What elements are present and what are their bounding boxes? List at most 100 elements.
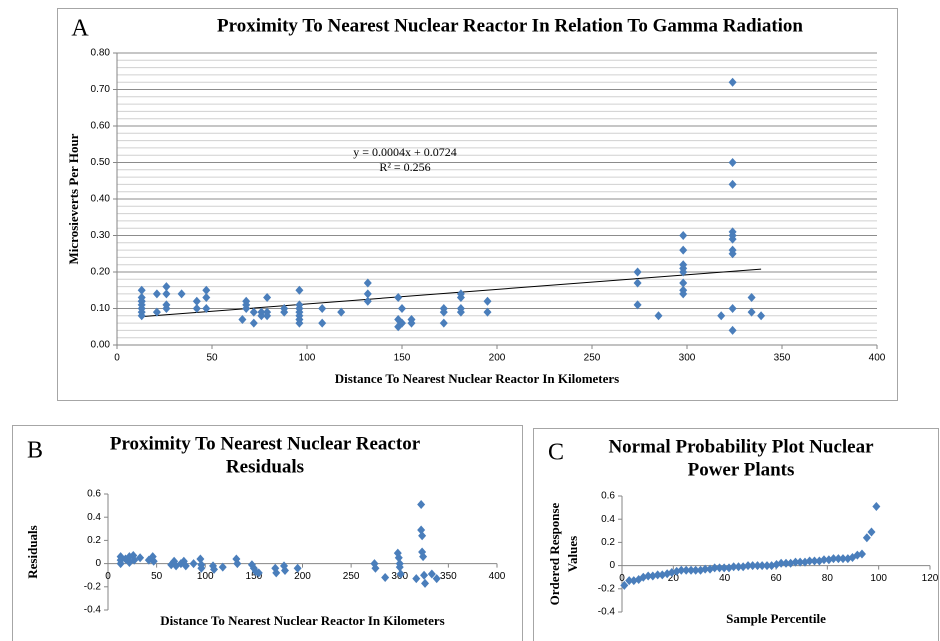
y-tick-label: 0.6	[601, 491, 615, 502]
point	[398, 318, 406, 328]
point	[758, 561, 767, 571]
x-tick-label: 200	[489, 353, 506, 364]
point	[728, 158, 737, 167]
x-tick-label: 120	[922, 573, 939, 584]
x-tick-label: 0	[114, 353, 120, 364]
point	[456, 293, 465, 303]
point	[421, 578, 430, 588]
point	[679, 231, 688, 240]
point	[162, 304, 171, 313]
point	[747, 293, 756, 303]
y-tick-label: 0.4	[601, 514, 615, 525]
point	[280, 307, 289, 317]
point	[407, 318, 416, 328]
point	[181, 561, 190, 571]
panel-border	[12, 425, 523, 641]
point	[728, 234, 737, 244]
point	[254, 568, 263, 578]
y-tick-label: 0.20	[91, 267, 111, 278]
point	[363, 296, 372, 306]
point	[280, 566, 289, 576]
x-tick-label: 60	[770, 573, 782, 584]
point	[728, 179, 737, 189]
chart-title: Power Plants	[688, 459, 795, 480]
panel: B Proximity To Nearest Nuclear ReactorRes…	[12, 425, 523, 641]
y-axis-label: Ordered Response	[547, 502, 562, 605]
point	[417, 499, 426, 509]
x-tick-label: 40	[719, 573, 731, 584]
point	[763, 561, 772, 571]
point	[263, 293, 272, 303]
point	[202, 285, 211, 295]
point	[394, 553, 403, 563]
point	[162, 289, 171, 299]
x-tick-label: 50	[206, 353, 218, 364]
point	[396, 569, 405, 579]
panel: A Proximity To Nearest Nuclear Reactor In…	[57, 8, 898, 401]
point	[625, 576, 634, 586]
point	[318, 318, 327, 328]
point	[729, 562, 738, 572]
point	[834, 554, 843, 564]
point	[152, 289, 161, 299]
y-tick-label: -0.4	[84, 605, 102, 616]
point	[439, 318, 448, 328]
y-tick-label: -0.2	[598, 583, 616, 594]
point	[633, 300, 642, 310]
point	[363, 289, 372, 299]
y-tick-label: 0.40	[91, 194, 111, 205]
point	[682, 565, 691, 575]
point	[728, 304, 737, 313]
point	[857, 549, 866, 559]
y-axis-label: Microsieverts Per Hour	[66, 133, 81, 264]
point	[149, 556, 158, 566]
point	[791, 557, 800, 567]
point	[295, 285, 304, 295]
point	[687, 565, 696, 575]
point	[242, 304, 251, 313]
y-tick-label: 0.50	[91, 157, 111, 168]
point	[633, 278, 642, 288]
x-tick-label: 100	[299, 353, 316, 364]
y-tick-label: 0.30	[91, 230, 111, 241]
point	[679, 245, 688, 255]
x-tick-label: 150	[394, 353, 411, 364]
point	[202, 304, 211, 313]
chart-title: Proximity To Nearest Nuclear Reactor	[110, 433, 421, 454]
point	[257, 311, 266, 321]
annotation: y = 0.0004x + 0.0724	[353, 145, 457, 159]
point	[867, 527, 876, 537]
point	[189, 559, 198, 569]
y-tick-label: 0	[609, 560, 615, 571]
point	[728, 77, 737, 87]
point	[757, 311, 766, 321]
y-tick-label: 0.2	[601, 537, 615, 548]
x-axis-label: Sample Percentile	[726, 611, 826, 626]
point	[677, 565, 686, 575]
point	[381, 573, 390, 583]
point	[137, 296, 146, 306]
point	[210, 564, 219, 574]
panel-label: A	[71, 16, 89, 42]
x-tick-label: 0	[619, 573, 625, 584]
y-tick-label: -0.2	[84, 581, 102, 592]
y-tick-label: 0.60	[91, 121, 111, 132]
point	[420, 570, 429, 580]
point	[432, 574, 441, 584]
point	[456, 307, 465, 317]
point	[427, 569, 436, 579]
point	[701, 564, 710, 574]
point	[653, 570, 662, 580]
point	[679, 267, 688, 277]
y-tick-label: 0.2	[87, 535, 101, 546]
y-axis-label: Values	[565, 536, 580, 572]
y-tick-label: 0.4	[87, 512, 101, 523]
point	[715, 563, 724, 573]
point	[483, 296, 492, 306]
point	[620, 580, 629, 590]
point	[819, 555, 828, 565]
point	[744, 561, 753, 571]
point	[782, 558, 791, 568]
x-tick-label: 350	[774, 353, 791, 364]
